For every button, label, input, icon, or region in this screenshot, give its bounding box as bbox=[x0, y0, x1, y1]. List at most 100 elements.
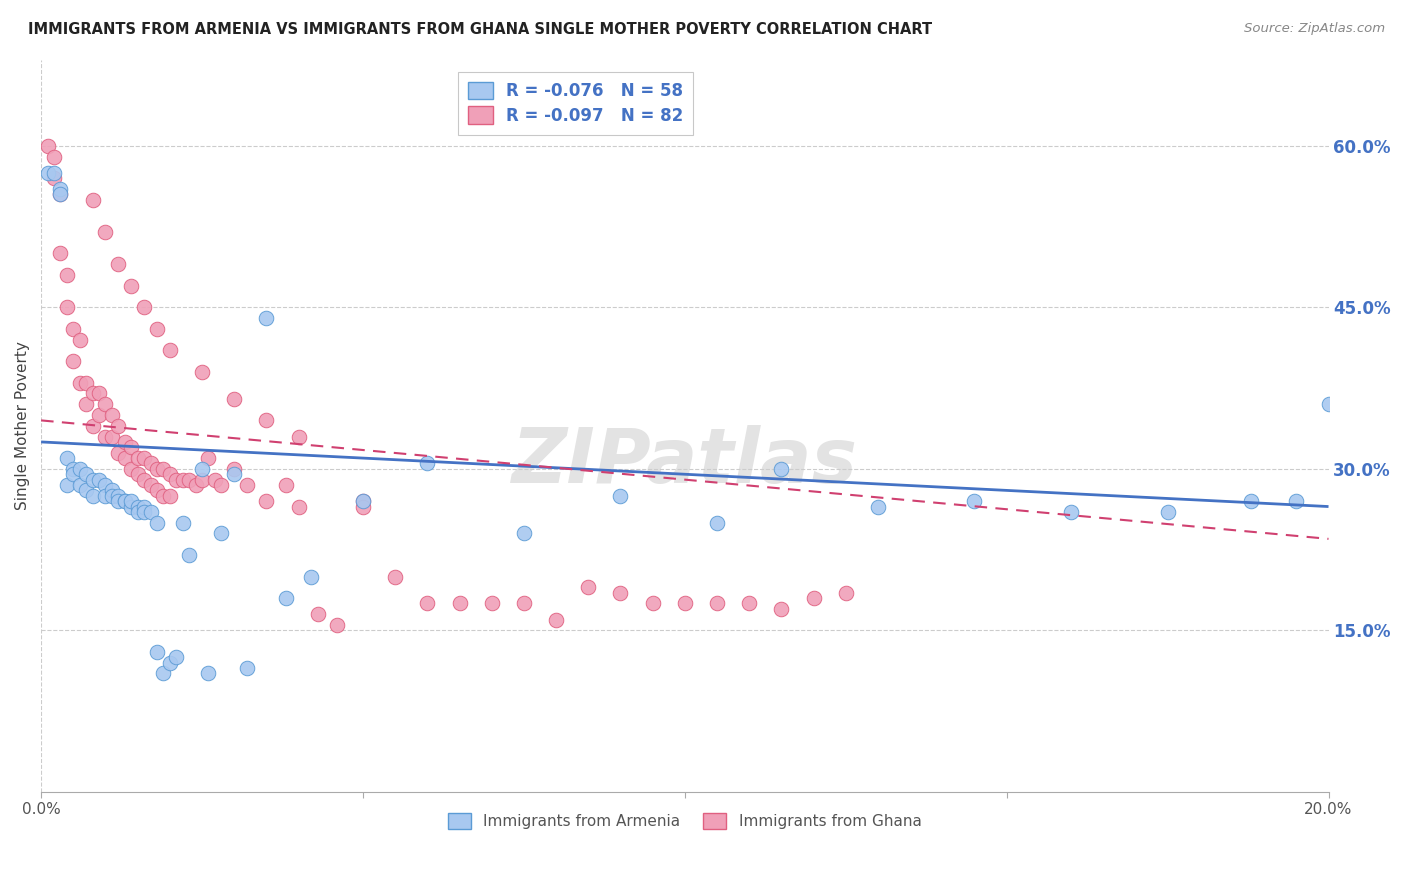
Point bbox=[835, 585, 858, 599]
Point bbox=[49, 187, 72, 202]
Point bbox=[56, 268, 79, 282]
Point bbox=[146, 322, 169, 336]
Point bbox=[152, 666, 174, 681]
Point bbox=[287, 500, 309, 514]
Point bbox=[236, 661, 259, 675]
Point bbox=[146, 516, 169, 530]
Point bbox=[738, 597, 761, 611]
Text: IMMIGRANTS FROM ARMENIA VS IMMIGRANTS FROM GHANA SINGLE MOTHER POVERTY CORRELATI: IMMIGRANTS FROM ARMENIA VS IMMIGRANTS FR… bbox=[28, 22, 932, 37]
Point bbox=[152, 462, 174, 476]
Point bbox=[416, 597, 439, 611]
Point bbox=[224, 467, 246, 482]
Point bbox=[87, 473, 110, 487]
Point bbox=[1285, 494, 1308, 508]
Point bbox=[114, 434, 136, 449]
Point bbox=[82, 473, 104, 487]
Point bbox=[544, 613, 567, 627]
Point bbox=[69, 478, 91, 492]
Point bbox=[609, 489, 631, 503]
Point bbox=[120, 462, 142, 476]
Point bbox=[1317, 397, 1340, 411]
Point bbox=[146, 483, 169, 498]
Point bbox=[609, 585, 631, 599]
Point bbox=[352, 494, 374, 508]
Point bbox=[127, 467, 149, 482]
Point bbox=[94, 397, 117, 411]
Point bbox=[114, 494, 136, 508]
Point bbox=[75, 376, 97, 390]
Point bbox=[254, 413, 277, 427]
Point bbox=[56, 451, 79, 466]
Point bbox=[204, 473, 226, 487]
Point bbox=[107, 418, 129, 433]
Point bbox=[127, 505, 149, 519]
Point bbox=[197, 451, 219, 466]
Point bbox=[352, 494, 374, 508]
Point bbox=[1240, 494, 1263, 508]
Point bbox=[127, 451, 149, 466]
Point bbox=[75, 397, 97, 411]
Point bbox=[132, 301, 155, 315]
Point bbox=[179, 473, 201, 487]
Point bbox=[770, 462, 793, 476]
Point bbox=[159, 489, 181, 503]
Point bbox=[307, 607, 329, 622]
Point bbox=[132, 451, 155, 466]
Point bbox=[101, 429, 124, 443]
Point bbox=[384, 569, 406, 583]
Point bbox=[120, 500, 142, 514]
Point bbox=[172, 473, 194, 487]
Point bbox=[481, 597, 503, 611]
Text: ZIPatlas: ZIPatlas bbox=[512, 425, 858, 500]
Point bbox=[37, 138, 59, 153]
Point bbox=[449, 597, 471, 611]
Point bbox=[69, 333, 91, 347]
Point bbox=[107, 494, 129, 508]
Point bbox=[62, 462, 84, 476]
Point bbox=[706, 597, 728, 611]
Point bbox=[69, 462, 91, 476]
Point bbox=[139, 478, 162, 492]
Point bbox=[184, 478, 207, 492]
Point bbox=[87, 408, 110, 422]
Point bbox=[94, 478, 117, 492]
Point bbox=[770, 602, 793, 616]
Point bbox=[191, 365, 214, 379]
Point bbox=[37, 166, 59, 180]
Point bbox=[62, 467, 84, 482]
Point bbox=[274, 591, 297, 606]
Point bbox=[94, 489, 117, 503]
Point bbox=[236, 478, 259, 492]
Point bbox=[82, 386, 104, 401]
Point bbox=[209, 478, 232, 492]
Point bbox=[120, 494, 142, 508]
Point bbox=[62, 354, 84, 368]
Point bbox=[159, 343, 181, 358]
Point bbox=[706, 516, 728, 530]
Point bbox=[49, 182, 72, 196]
Point bbox=[101, 408, 124, 422]
Point bbox=[94, 429, 117, 443]
Point bbox=[146, 462, 169, 476]
Point bbox=[165, 473, 187, 487]
Point bbox=[301, 569, 323, 583]
Point bbox=[1060, 505, 1083, 519]
Point bbox=[94, 225, 117, 239]
Point bbox=[224, 462, 246, 476]
Point bbox=[352, 500, 374, 514]
Legend: Immigrants from Armenia, Immigrants from Ghana: Immigrants from Armenia, Immigrants from… bbox=[441, 807, 928, 836]
Point bbox=[114, 494, 136, 508]
Point bbox=[56, 301, 79, 315]
Point bbox=[75, 467, 97, 482]
Point bbox=[107, 489, 129, 503]
Text: Source: ZipAtlas.com: Source: ZipAtlas.com bbox=[1244, 22, 1385, 36]
Point bbox=[56, 478, 79, 492]
Point bbox=[165, 650, 187, 665]
Point bbox=[120, 440, 142, 454]
Point bbox=[69, 376, 91, 390]
Point bbox=[197, 666, 219, 681]
Point bbox=[49, 246, 72, 260]
Point bbox=[42, 166, 65, 180]
Point bbox=[641, 597, 664, 611]
Point bbox=[152, 489, 174, 503]
